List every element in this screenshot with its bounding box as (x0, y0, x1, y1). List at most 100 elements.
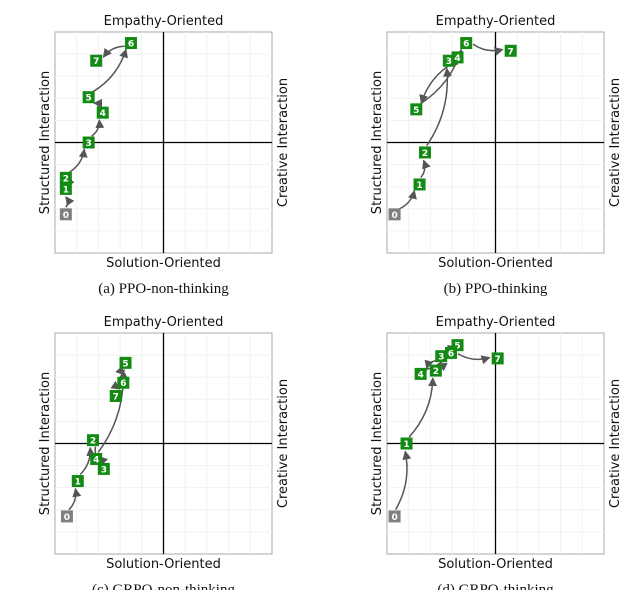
panel: Empathy-Oriented Solution-Oriented Structu… (38, 14, 291, 297)
point-label: 5 (454, 342, 460, 352)
point-marker (445, 346, 458, 359)
point-label: 7 (508, 47, 514, 57)
point-marker (388, 510, 401, 523)
panel: Empathy-Oriented Solution-Oriented Structu… (370, 14, 623, 297)
point-label: 5 (122, 359, 128, 369)
point-marker (400, 437, 413, 450)
point-label: 4 (93, 455, 99, 465)
left-label: Structured Interaction (38, 372, 53, 515)
point-label: 1 (63, 185, 69, 195)
point-marker (59, 171, 72, 184)
left-label: Structured Interaction (38, 71, 53, 214)
point-marker (418, 146, 431, 159)
trajectory-arrow (79, 446, 96, 476)
bottom-label: Solution-Oriented (106, 557, 221, 572)
point-marker (109, 389, 122, 402)
point-label: 0 (391, 513, 397, 523)
point-marker (413, 178, 426, 191)
top-label: Empathy-Oriented (104, 14, 224, 29)
trajectory-arrow (426, 67, 453, 147)
trajectory-arrow (91, 118, 105, 137)
trajectory-arrow (92, 48, 128, 93)
point-label: 4 (418, 370, 424, 380)
point-marker (460, 37, 473, 50)
point-label: 5 (86, 94, 92, 104)
bottom-label: Solution-Oriented (438, 256, 553, 271)
point-marker (504, 44, 517, 57)
right-label: Creative Interaction (276, 78, 291, 207)
trajectory-arrow (65, 196, 75, 208)
point-label: 4 (100, 109, 106, 119)
point-marker (117, 376, 130, 389)
point-label: 6 (120, 379, 126, 389)
point-marker (71, 475, 84, 488)
trajectory-arrow (395, 450, 412, 510)
point-label: 6 (448, 349, 454, 359)
trajectory-arrow (68, 487, 82, 511)
point-marker (59, 182, 72, 195)
point-marker (410, 103, 423, 116)
point-label: 2 (90, 437, 96, 447)
caption: (c) GRPO-non-thinking (92, 582, 235, 590)
point-marker (82, 91, 95, 104)
right-label: Creative Interaction (276, 379, 291, 508)
point-marker (451, 51, 464, 64)
trajectory-arrow (408, 377, 438, 438)
point-label: 7 (93, 57, 99, 67)
point-marker (119, 356, 132, 369)
point-marker (96, 106, 109, 119)
point-marker (90, 452, 103, 465)
point-label: 6 (128, 40, 134, 50)
point-label: 3 (101, 465, 107, 475)
point-label: 3 (438, 353, 444, 363)
right-label: Creative Interaction (608, 379, 623, 508)
point-label: 0 (64, 513, 70, 523)
trajectory-arrow (424, 359, 437, 370)
trajectory-arrow (115, 365, 126, 376)
point-marker (388, 208, 401, 221)
trajectory-arrow (420, 159, 431, 179)
trajectory-arrow (457, 353, 491, 365)
point-marker (442, 54, 455, 67)
top-label: Empathy-Oriented (436, 315, 556, 330)
point-marker (59, 208, 72, 221)
point-label: 1 (75, 478, 81, 488)
point-marker (97, 462, 110, 475)
point-marker (60, 510, 73, 523)
panel: Empathy-Oriented Solution-Oriented Structu… (38, 315, 291, 590)
point-marker (435, 350, 448, 363)
point-label: 2 (63, 174, 69, 184)
point-marker (86, 434, 99, 447)
panel: Empathy-Oriented Solution-Oriented Structu… (370, 315, 623, 590)
trajectory-arrow (69, 148, 88, 173)
trajectory-arrow (472, 43, 504, 56)
point-label: 3 (86, 139, 92, 149)
point-label: 2 (422, 149, 428, 159)
trajectory-arrow (398, 189, 417, 210)
point-label: 7 (495, 355, 501, 365)
point-marker (124, 37, 137, 50)
caption: (a) PPO-non-thinking (98, 281, 229, 297)
bottom-label: Solution-Oriented (438, 557, 553, 572)
caption: (b) PPO-thinking (444, 281, 548, 297)
point-label: 6 (463, 40, 469, 50)
left-label: Structured Interaction (370, 372, 385, 515)
point-label: 4 (454, 54, 460, 64)
point-label: 0 (391, 211, 397, 221)
point-label: 3 (446, 57, 452, 67)
bottom-label: Solution-Oriented (106, 256, 221, 271)
left-label: Structured Interaction (370, 71, 385, 214)
caption: (d) GRPO-thinking (437, 582, 554, 590)
right-label: Creative Interaction (608, 78, 623, 207)
point-marker (82, 136, 95, 149)
point-label: 1 (416, 181, 422, 191)
point-label: 5 (413, 106, 419, 116)
point-label: 0 (63, 211, 69, 221)
point-marker (90, 54, 103, 67)
point-label: 2 (433, 367, 439, 377)
point-marker (491, 352, 504, 365)
top-label: Empathy-Oriented (436, 14, 556, 29)
point-marker (429, 364, 442, 377)
top-label: Empathy-Oriented (104, 315, 224, 330)
